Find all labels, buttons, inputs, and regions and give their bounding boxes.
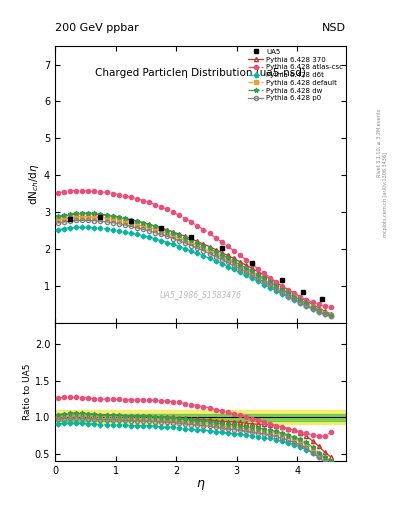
X-axis label: $\eta$: $\eta$ [196, 478, 205, 493]
Text: NSD: NSD [322, 23, 346, 33]
Text: mcplots.cern.ch [arXiv:1306.3436]: mcplots.cern.ch [arXiv:1306.3436] [383, 152, 387, 237]
Y-axis label: dN$_{ch}$/d$\eta$: dN$_{ch}$/d$\eta$ [27, 163, 41, 205]
Bar [55, 410, 346, 424]
Text: 200 GeV ppbar: 200 GeV ppbar [55, 23, 139, 33]
Text: Charged Particleη Distribution (ua5-nsd): Charged Particleη Distribution (ua5-nsd) [95, 68, 306, 78]
Y-axis label: Ratio to UA5: Ratio to UA5 [23, 364, 32, 420]
Text: Rivet 3.1.10, ≥ 3.2M events: Rivet 3.1.10, ≥ 3.2M events [377, 109, 382, 178]
Bar [55, 414, 346, 421]
Legend: UA5, Pythia 6.428 370, Pythia 6.428 atlas-csc, Pythia 6.428 d6t, Pythia 6.428 de: UA5, Pythia 6.428 370, Pythia 6.428 atla… [247, 48, 344, 103]
Text: UA5_1986_S1583476: UA5_1986_S1583476 [160, 290, 241, 300]
